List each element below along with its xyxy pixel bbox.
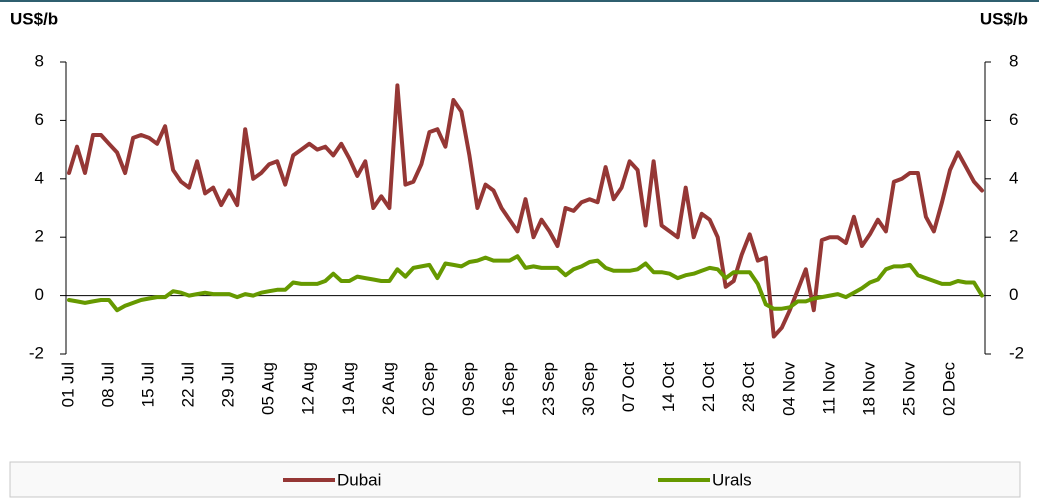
legend-label: Dubai: [337, 470, 381, 489]
y-tick-label: 8: [35, 51, 44, 70]
x-tick-label: 23 Sep: [539, 362, 558, 416]
x-tick-label: 30 Sep: [579, 362, 598, 416]
x-tick-label: 22 Jul: [179, 362, 198, 407]
x-tick-label: 28 Oct: [739, 362, 758, 412]
y2-tick-label: 4: [1009, 168, 1018, 187]
x-tick-label: 02 Sep: [419, 362, 438, 416]
x-tick-label: 08 Jul: [99, 362, 118, 407]
y2-tick-label: 0: [1009, 285, 1018, 304]
y-tick-label: 4: [35, 168, 44, 187]
x-tick-label: 02 Dec: [939, 362, 958, 416]
x-tick-label: 18 Nov: [859, 362, 878, 416]
y2-tick-label: 8: [1009, 51, 1018, 70]
series-line: [67, 83, 984, 339]
x-tick-label: 09 Sep: [459, 362, 478, 416]
x-tick-label: 26 Aug: [379, 362, 398, 415]
x-tick-label: 21 Oct: [699, 362, 718, 412]
x-tick-label: 04 Nov: [779, 362, 798, 416]
legend-box: [9, 461, 1021, 498]
y-tick-label: 6: [35, 110, 44, 129]
x-tick-label: 11 Nov: [819, 362, 838, 415]
x-tick-label: 15 Jul: [139, 362, 158, 407]
top-band: [0, 0, 1039, 2]
y-tick-label: 2: [35, 227, 44, 246]
x-tick-label: 25 Nov: [899, 362, 918, 416]
y2-axis-title: US$/b: [980, 9, 1028, 28]
series-line: [67, 254, 984, 313]
y-tick-label: 0: [35, 285, 44, 304]
x-tick-label: 07 Oct: [619, 362, 638, 412]
x-tick-label: 01 Jul: [58, 362, 77, 407]
x-tick-label: 12 Aug: [299, 362, 318, 415]
x-tick-label: 14 Oct: [659, 362, 678, 412]
y2-tick-label: 6: [1009, 110, 1018, 129]
x-tick-label: 29 Jul: [219, 362, 238, 407]
y2-tick-label: -2: [1009, 343, 1024, 362]
x-tick-label: 19 Aug: [339, 362, 358, 415]
y-tick-label: -2: [29, 343, 44, 362]
y-axis-title: US$/b: [10, 9, 58, 28]
x-tick-label: 16 Sep: [499, 362, 518, 416]
y2-tick-label: 2: [1009, 227, 1018, 246]
x-tick-label: 05 Aug: [259, 362, 278, 415]
legend-label: Urals: [712, 470, 752, 489]
